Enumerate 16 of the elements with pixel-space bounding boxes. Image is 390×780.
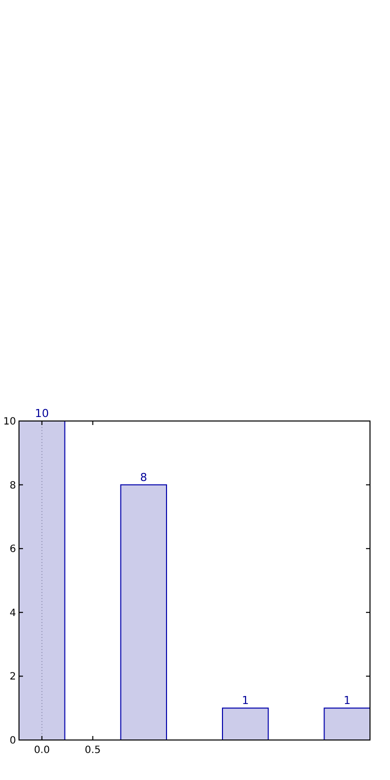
y-tick-label: 2 — [10, 672, 16, 683]
x-tick-label: 0.0 — [34, 745, 50, 756]
y-tick-label: 8 — [10, 480, 16, 492]
y-tick-label: 4 — [10, 608, 16, 619]
bar — [222, 708, 269, 740]
data-label: 8 — [140, 470, 148, 484]
data-label: 1 — [242, 694, 249, 708]
bar — [18, 420, 66, 740]
y-tick-label: 0 — [10, 736, 16, 746]
y-tick-label: 6 — [10, 544, 16, 556]
data-label: 10 — [34, 407, 49, 420]
x-tick-label: 0.5 — [84, 745, 101, 756]
bar — [324, 708, 370, 740]
y-tick-label: 10 — [3, 416, 16, 428]
data-label: 1 — [344, 694, 351, 708]
bar — [120, 484, 168, 740]
